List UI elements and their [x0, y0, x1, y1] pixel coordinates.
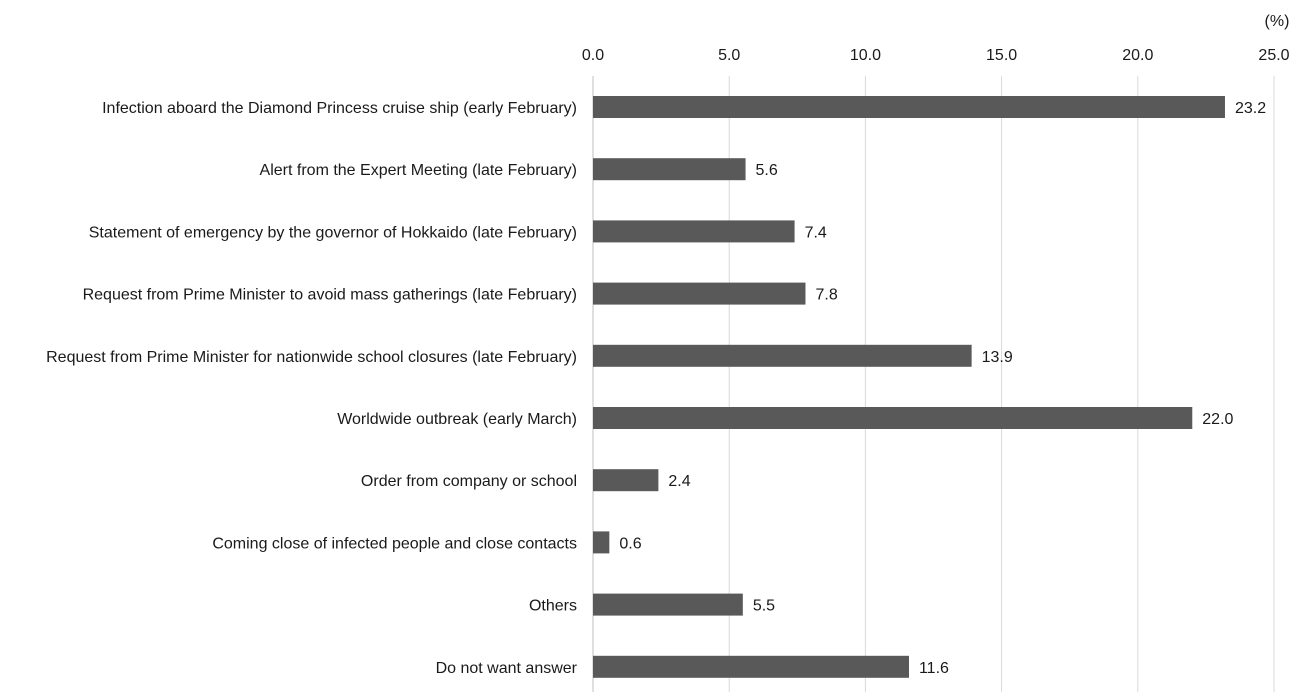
- data-label: 2.4: [668, 473, 690, 490]
- bar: [593, 407, 1193, 429]
- bar: [593, 282, 806, 305]
- category-labels: Infection aboard the Diamond Princess cr…: [46, 100, 578, 677]
- x-tick-label: 25.0: [1258, 47, 1289, 64]
- axis-unit-label: (%): [1265, 13, 1290, 30]
- x-tick-label: 20.0: [1122, 47, 1153, 64]
- bar: [593, 344, 972, 367]
- x-tick-label: 15.0: [986, 47, 1017, 64]
- category-label: Statement of emergency by the governor o…: [89, 224, 577, 241]
- x-tick-label: 0.0: [582, 47, 604, 64]
- data-label: 7.8: [815, 287, 837, 304]
- x-tick-label: 10.0: [850, 47, 881, 64]
- bar: [593, 531, 610, 554]
- category-label: Coming close of infected people and clos…: [212, 535, 577, 552]
- bar: [593, 220, 795, 243]
- category-label: Order from company or school: [361, 473, 577, 490]
- data-label: 22.0: [1202, 411, 1233, 428]
- data-label: 0.6: [619, 535, 641, 552]
- bar: [593, 593, 743, 616]
- x-tick-label: 5.0: [718, 47, 740, 64]
- data-label: 7.4: [805, 224, 827, 241]
- category-label: Request from Prime Minister to avoid mas…: [83, 287, 577, 304]
- bar: [593, 158, 746, 181]
- category-label: Worldwide outbreak (early March): [337, 411, 577, 428]
- data-label: 13.9: [982, 349, 1013, 366]
- data-labels: 23.2 5.6 7.4 7.8 13.9 22.0 2.4 0.6 5.5 11.6: [619, 100, 1266, 677]
- category-label: Request from Prime Minister for nationwi…: [46, 349, 577, 366]
- bar: [593, 469, 659, 492]
- bars: [593, 96, 1225, 678]
- category-label: Do not want answer: [436, 660, 578, 677]
- x-axis-ticks: 0.0 5.0 10.0 15.0 20.0 25.0: [582, 47, 1290, 64]
- category-label: Others: [529, 598, 577, 615]
- bar: [593, 96, 1225, 118]
- data-label: 23.2: [1235, 100, 1266, 117]
- data-label: 5.6: [756, 162, 778, 179]
- category-label: Alert from the Expert Meeting (late Febr…: [260, 162, 577, 179]
- data-label: 11.6: [919, 660, 949, 677]
- gridlines: [728, 76, 1275, 692]
- bar: [593, 655, 909, 678]
- data-label: 5.5: [753, 598, 775, 615]
- category-label: Infection aboard the Diamond Princess cr…: [102, 100, 577, 117]
